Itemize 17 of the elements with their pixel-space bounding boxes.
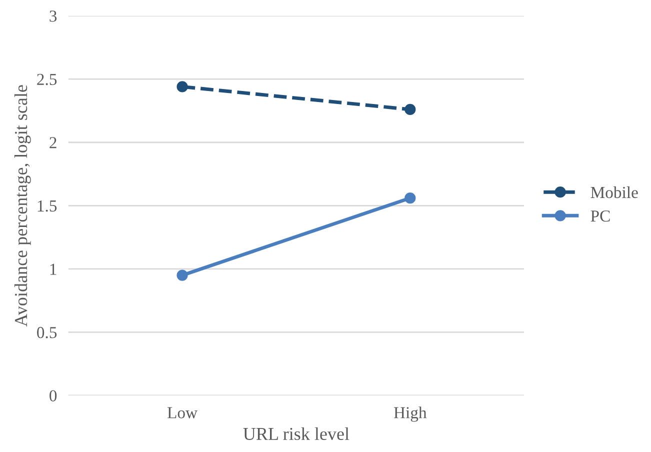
point: [176, 270, 188, 281]
x-tick-label: High: [394, 406, 427, 422]
y-tick-label: 3: [50, 10, 57, 22]
point: [404, 192, 416, 204]
y-tick-label: 0: [50, 390, 57, 402]
legend-label: PC: [590, 210, 610, 222]
x-tick-label: Low: [167, 407, 198, 418]
y-tick-label: 1: [50, 264, 56, 275]
y-tick-label: 2: [50, 137, 56, 148]
x-axis-title: URL risk level: [243, 427, 350, 440]
y-tick-label: 0.5: [37, 326, 57, 338]
y-tick-label: 1.5: [38, 200, 57, 212]
point: [176, 81, 188, 92]
y-axis-title: Avoidance percentage, logit scale: [14, 85, 31, 327]
point: [404, 104, 416, 116]
legend-label: Mobile: [590, 186, 638, 198]
y-tick-label: 2.5: [37, 74, 57, 86]
